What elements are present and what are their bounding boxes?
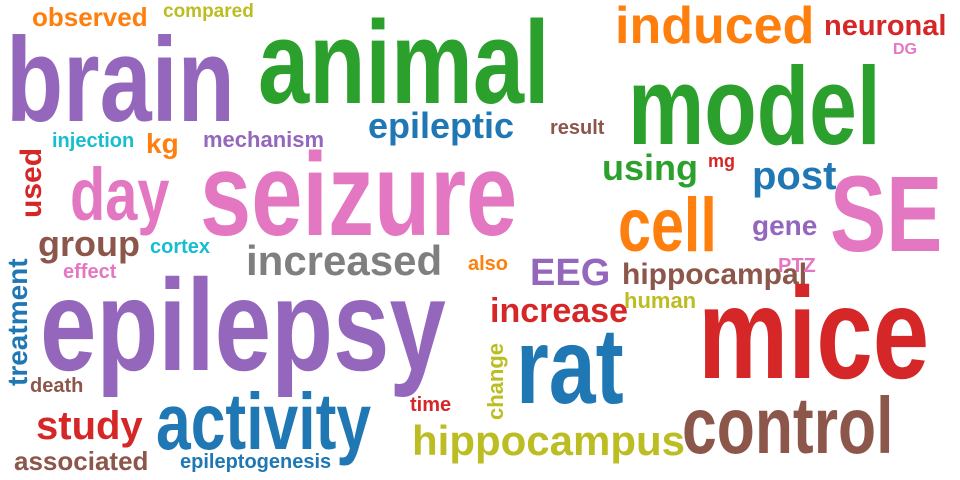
word-brain: brain <box>6 13 235 147</box>
word-neuronal: neuronal <box>824 10 947 42</box>
word-ptz: PTZ <box>778 255 816 277</box>
word-injection: injection <box>52 130 135 152</box>
word-post: post <box>752 154 837 198</box>
word-result: result <box>550 117 605 139</box>
word-increase: increase <box>490 292 628 330</box>
word-change: change <box>483 342 508 420</box>
word-hippocampal: hippocampal <box>622 258 808 291</box>
word-also: also <box>468 253 509 275</box>
word-se: SE <box>830 153 943 274</box>
word-observed: observed <box>32 2 148 32</box>
word-mice: mice <box>698 260 930 406</box>
word-induced: induced <box>615 0 815 55</box>
word-model: model <box>628 45 881 168</box>
word-rat: rat <box>516 305 624 426</box>
word-epileptogenesis: epileptogenesis <box>180 451 332 473</box>
word-seizure: seizure <box>200 129 518 261</box>
word-eeg: EEG <box>530 252 611 294</box>
word-epilepsy: epilepsy <box>40 252 446 398</box>
word-associated: associated <box>14 446 149 476</box>
word-death: death <box>30 375 84 397</box>
word-gene: gene <box>752 210 818 241</box>
word-used: used <box>15 147 48 218</box>
word-animal: animal <box>258 0 550 129</box>
word-dg: DG <box>893 41 917 58</box>
word-human: human <box>624 288 697 313</box>
word-hippocampus: hippocampus <box>412 417 686 464</box>
word-effect: effect <box>63 261 117 283</box>
word-increased: increased <box>246 237 443 284</box>
word-epileptic: epileptic <box>368 105 515 146</box>
word-cortex: cortex <box>150 236 211 258</box>
word-day: day <box>70 153 170 236</box>
word-kg: kg <box>146 128 179 159</box>
word-cell: cell <box>618 183 717 268</box>
word-using: using <box>602 147 698 188</box>
word-activity: activity <box>156 377 372 466</box>
word-mg: mg <box>708 151 735 171</box>
word-treatment: treatment <box>2 258 33 386</box>
word-compared: compared <box>163 1 254 22</box>
word-study: study <box>36 404 143 448</box>
word-time: time <box>410 394 452 416</box>
word-mechanism: mechanism <box>203 127 325 152</box>
word-control: control <box>682 381 894 470</box>
word-group: group <box>38 223 140 264</box>
